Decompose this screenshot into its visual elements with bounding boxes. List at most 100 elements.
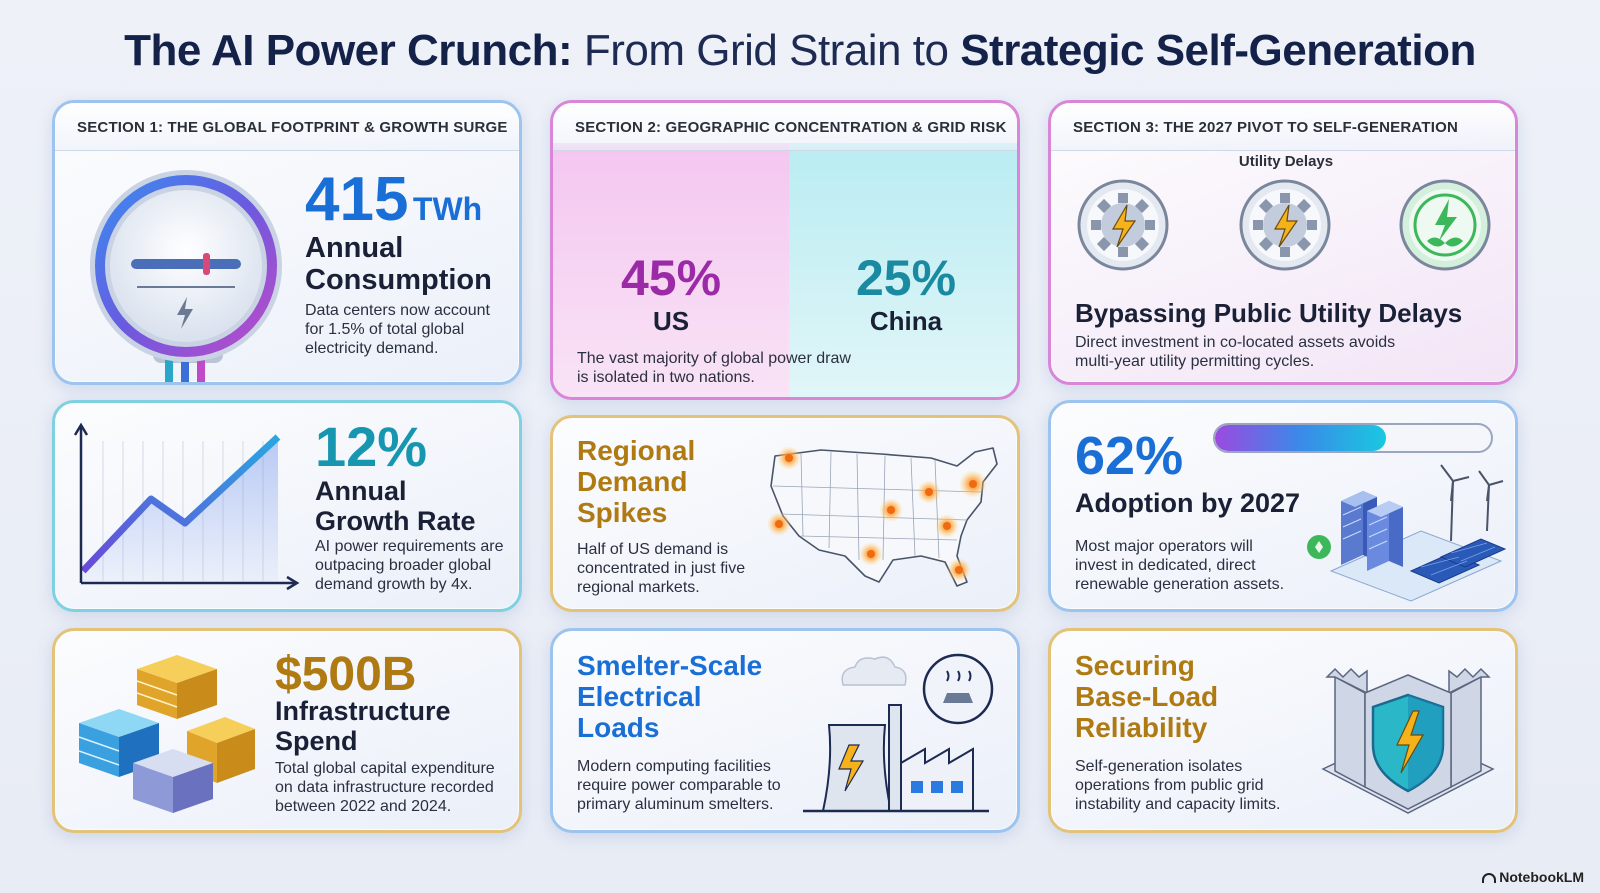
spend-desc-line-1: Total global capital expenditure — [275, 760, 495, 777]
us-stat: 45% US — [553, 253, 789, 336]
us-name: US — [652, 306, 690, 336]
baseload-title: Securing Base-Load Reliability — [1075, 650, 1219, 743]
adoption-desc-line-2: invest in dedicated, direct — [1075, 557, 1256, 575]
consumption-desc: Data centers now account for 1.5% of tot… — [305, 301, 490, 359]
concentration-card: SECTION 2: GEOGRAPHIC CONCENTRATION & GR… — [550, 100, 1020, 400]
smelter-title-line-3: Loads — [577, 711, 660, 743]
bypass-title: Bypassing Public Utility Delays — [1075, 298, 1463, 328]
baseload-title-line-1: Securing — [1075, 650, 1195, 681]
power-plant-icon — [803, 653, 994, 813]
regional-card: Regional Demand Spikes Half of US demand… — [550, 415, 1020, 612]
power-meter-icon — [90, 170, 282, 382]
spend-title-line-2: Spend — [275, 725, 358, 756]
consumption-card: SECTION 1: THE GLOBAL FOOTPRINT & GROWTH… — [52, 100, 522, 385]
bypass-desc-line-2: multi-year utility permitting cycles. — [1075, 353, 1315, 371]
adoption-value: 62% — [1075, 426, 1184, 486]
china-stat: 25% China — [789, 250, 1017, 336]
gear-bolt-icon-2 — [1239, 179, 1331, 271]
spend-title: Infrastructure Spend — [275, 696, 451, 756]
leaf-bolt-icon — [1399, 179, 1491, 271]
title-part-1: The AI Power Crunch: — [124, 26, 573, 75]
utility-delays-label: Utility Delays — [1238, 153, 1334, 170]
spend-card: $500B Infrastructure Spend Total global … — [52, 628, 522, 833]
regional-title-line-3: Spikes — [577, 496, 668, 528]
baseload-desc: Self-generation isolates operations from… — [1075, 757, 1280, 815]
consumption-unit: TWh — [412, 191, 483, 227]
spend-desc: Total global capital expenditure on data… — [275, 759, 495, 817]
section-3-label: SECTION 3: THE 2027 PIVOT TO SELF-GENERA… — [1073, 119, 1458, 136]
growth-card: 12% Annual Growth Rate AI power requirem… — [52, 400, 522, 612]
section-3-band — [1051, 103, 1515, 151]
brand-icon — [1482, 873, 1497, 884]
regional-desc-line-2: concentrated in just five — [577, 560, 746, 578]
spend-desc-line-3: between 2022 and 2024. — [275, 798, 452, 816]
regional-desc: Half of US demand is concentrated in jus… — [577, 540, 745, 598]
consumption-desc-line-3: electricity demand. — [305, 340, 439, 358]
consumption-title-line-2: Consumption — [305, 263, 492, 296]
section-1-band — [55, 103, 519, 151]
growth-desc: AI power requirements are outpacing broa… — [315, 537, 504, 595]
adoption-desc-line-1: Most major operators will — [1075, 538, 1253, 555]
adoption-desc-line-3: renewable generation assets. — [1075, 576, 1285, 594]
baseload-desc-line-1: Self-generation isolates — [1075, 758, 1243, 775]
growth-desc-line-2: outpacing broader global — [315, 557, 492, 575]
brand-logo: NotebookLM — [1482, 869, 1584, 885]
shield-castle-icon — [1321, 667, 1495, 814]
baseload-desc-line-3: instability and capacity limits. — [1075, 796, 1281, 814]
china-value: 25% — [855, 250, 957, 306]
consumption-title: Annual Consumption — [305, 232, 492, 297]
consumption-desc-line-1: Data centers now account — [305, 302, 490, 319]
china-name: China — [869, 306, 943, 336]
us-map-icon — [767, 446, 998, 587]
spend-title-line-1: Infrastructure — [275, 696, 451, 726]
growth-value: 12% — [315, 415, 428, 478]
concentration-desc: The vast majority of global power draw i… — [577, 349, 851, 387]
spend-desc-line-2: on data infrastructure recorded — [275, 779, 494, 797]
section-2-label: SECTION 2: GEOGRAPHIC CONCENTRATION & GR… — [575, 119, 1007, 136]
concentration-desc-line-2: is isolated in two nations. — [577, 369, 755, 387]
concentration-desc-line-1: The vast majority of global power draw — [577, 350, 851, 367]
adoption-progress-track — [1213, 423, 1493, 453]
baseload-card: Securing Base-Load Reliability Self-gene… — [1048, 628, 1518, 833]
adoption-card: 62% Adoption by 2027 Most major operator… — [1048, 400, 1518, 612]
smelter-title-line-2: Electrical — [577, 680, 702, 712]
baseload-desc-line-2: operations from public grid — [1075, 777, 1264, 795]
baseload-title-line-3: Reliability — [1075, 711, 1208, 743]
growth-desc-line-3: demand growth by 4x. — [315, 576, 473, 594]
smelter-card: Smelter-Scale Electrical Loads Modern co… — [550, 628, 1020, 833]
consumption-desc-line-2: for 1.5% of total global — [305, 321, 465, 339]
us-value: 45% — [620, 250, 722, 306]
regional-title-line-2: Demand — [577, 465, 688, 497]
bypass-desc: Direct investment in co-located assets a… — [1075, 333, 1395, 371]
consumption-value: 415 — [305, 165, 409, 234]
us-panel — [553, 143, 789, 397]
title-part-3: Strategic Self-Generation — [960, 26, 1476, 75]
smelter-desc-line-3: primary aluminum smelters. — [577, 796, 774, 814]
spend-value: $500B — [275, 648, 417, 701]
gear-bolt-icon — [1077, 179, 1169, 271]
brand-label: NotebookLM — [1499, 869, 1584, 885]
renewables-icon — [1307, 464, 1507, 602]
regional-desc-line-1: Half of US demand is — [577, 541, 729, 558]
growth-desc-line-1: AI power requirements are — [315, 538, 504, 555]
adoption-desc: Most major operators will invest in dedi… — [1075, 537, 1284, 595]
adoption-title: Adoption by 2027 — [1075, 488, 1301, 518]
regional-desc-line-3: regional markets. — [577, 579, 700, 597]
section-1-label: SECTION 1: THE GLOBAL FOOTPRINT & GROWTH… — [77, 119, 508, 136]
title-part-2: From Grid Strain to — [572, 26, 961, 75]
bypass-desc-line-1: Direct investment in co-located assets a… — [1075, 334, 1396, 351]
smelter-title-line-1: Smelter-Scale — [577, 650, 763, 681]
smelter-desc-line-1: Modern computing facilities — [577, 758, 771, 775]
server-cubes-icon — [78, 655, 255, 813]
page-title: The AI Power Crunch: From Grid Strain to… — [0, 26, 1600, 76]
consumption-title-line-1: Annual — [305, 232, 404, 264]
growth-title-line-2: Growth Rate — [315, 505, 476, 536]
regional-title: Regional Demand Spikes — [577, 435, 695, 528]
section-2-band — [553, 103, 1017, 151]
baseload-title-line-2: Base-Load — [1075, 680, 1219, 712]
china-panel — [789, 143, 1017, 397]
growth-title-line-1: Annual — [315, 476, 407, 506]
smelter-title: Smelter-Scale Electrical Loads — [577, 650, 763, 743]
smelter-desc-line-2: require power comparable to — [577, 777, 781, 795]
growth-chart-icon — [73, 422, 300, 591]
